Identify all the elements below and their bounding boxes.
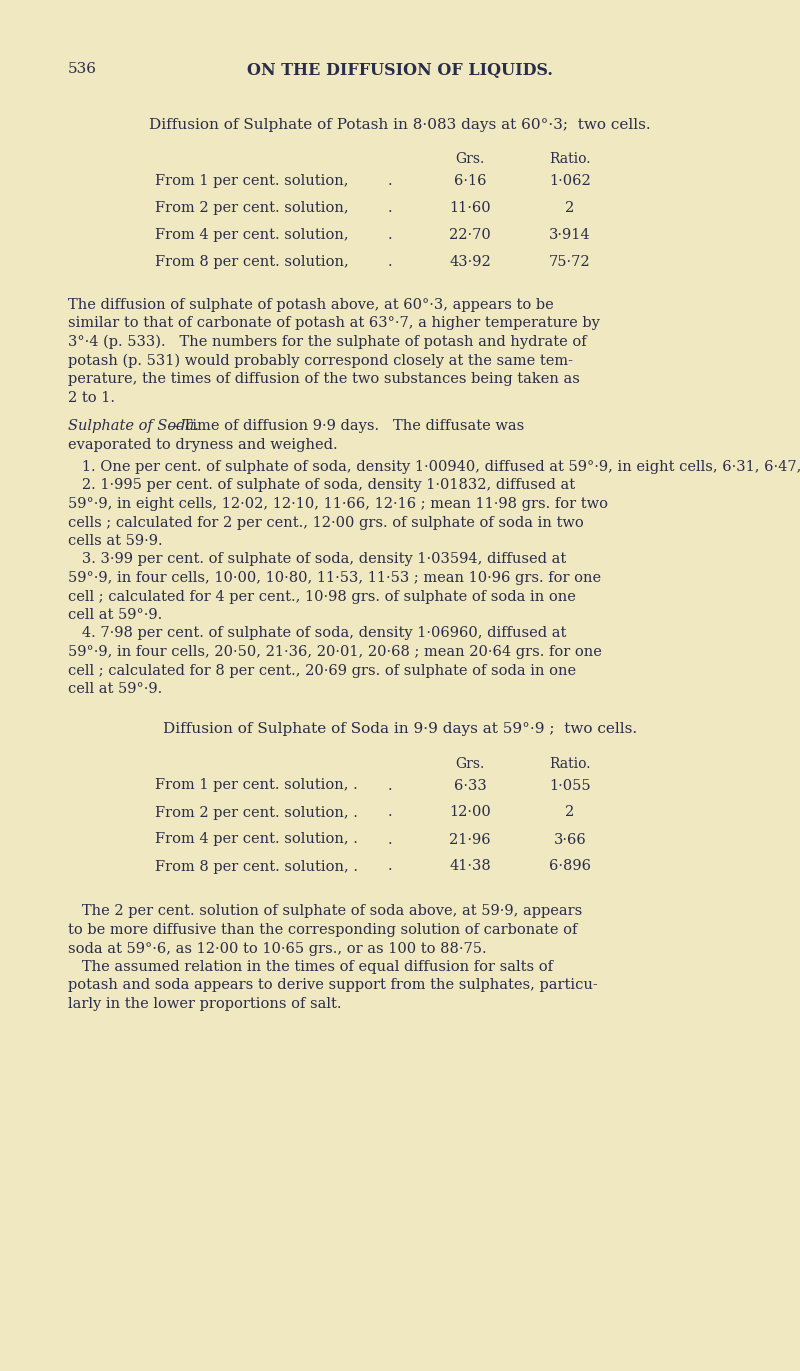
- Text: Ratio.: Ratio.: [550, 757, 590, 771]
- Text: cell at 59°·9.: cell at 59°·9.: [68, 607, 162, 622]
- Text: From 8 per cent. solution, .: From 8 per cent. solution, .: [155, 860, 358, 873]
- Text: Grs.: Grs.: [455, 757, 485, 771]
- Text: .: .: [388, 202, 392, 215]
- Text: Grs.: Grs.: [455, 152, 485, 166]
- Text: cell ; calculated for 4 per cent., 10·98 grs. of sulphate of soda in one: cell ; calculated for 4 per cent., 10·98…: [68, 590, 576, 603]
- Text: 1·062: 1·062: [549, 174, 591, 188]
- Text: The assumed relation in the times of equal diffusion for salts of: The assumed relation in the times of equ…: [68, 960, 553, 973]
- Text: 3·66: 3·66: [554, 832, 586, 846]
- Text: .: .: [388, 228, 392, 243]
- Text: From 4 per cent. solution, .: From 4 per cent. solution, .: [155, 832, 358, 846]
- Text: .: .: [388, 832, 392, 846]
- Text: Ratio.: Ratio.: [550, 152, 590, 166]
- Text: 2: 2: [566, 202, 574, 215]
- Text: cells at 59·9.: cells at 59·9.: [68, 533, 162, 548]
- Text: 41·38: 41·38: [449, 860, 491, 873]
- Text: From 2 per cent. solution, .: From 2 per cent. solution, .: [155, 806, 358, 820]
- Text: .: .: [388, 255, 392, 269]
- Text: perature, the times of diffusion of the two substances being taken as: perature, the times of diffusion of the …: [68, 372, 580, 387]
- Text: 59°·9, in four cells, 10·00, 10·80, 11·53, 11·53 ; mean 10·96 grs. for one: 59°·9, in four cells, 10·00, 10·80, 11·5…: [68, 570, 601, 585]
- Text: 3. 3·99 per cent. of sulphate of soda, density 1·03594, diffused at: 3. 3·99 per cent. of sulphate of soda, d…: [68, 553, 566, 566]
- Text: 4. 7·98 per cent. of sulphate of soda, density 1·06960, diffused at: 4. 7·98 per cent. of sulphate of soda, d…: [68, 627, 566, 640]
- Text: .: .: [388, 779, 392, 792]
- Text: Diffusion of Sulphate of Potash in 8·083 days at 60°·3;  two cells.: Diffusion of Sulphate of Potash in 8·083…: [149, 118, 651, 132]
- Text: From 8 per cent. solution,: From 8 per cent. solution,: [155, 255, 349, 269]
- Text: 22·70: 22·70: [449, 228, 491, 243]
- Text: 3·914: 3·914: [549, 228, 591, 243]
- Text: 1. One per cent. of sulphate of soda, density 1·00940, diffused at 59°·9, in eig: 1. One per cent. of sulphate of soda, de…: [68, 461, 800, 474]
- Text: 1·055: 1·055: [549, 779, 591, 792]
- Text: soda at 59°·6, as 12·00 to 10·65 grs., or as 100 to 88·75.: soda at 59°·6, as 12·00 to 10·65 grs., o…: [68, 942, 486, 956]
- Text: cell at 59°·9.: cell at 59°·9.: [68, 681, 162, 696]
- Text: .: .: [388, 860, 392, 873]
- Text: From 4 per cent. solution,: From 4 per cent. solution,: [155, 228, 349, 243]
- Text: 6·33: 6·33: [454, 779, 486, 792]
- Text: 536: 536: [68, 62, 97, 75]
- Text: similar to that of carbonate of potash at 63°·7, a higher temperature by: similar to that of carbonate of potash a…: [68, 317, 600, 330]
- Text: cells ; calculated for 2 per cent., 12·00 grs. of sulphate of soda in two: cells ; calculated for 2 per cent., 12·0…: [68, 515, 584, 529]
- Text: 12·00: 12·00: [449, 806, 491, 820]
- Text: potash (p. 531) would probably correspond closely at the same tem-: potash (p. 531) would probably correspon…: [68, 354, 573, 367]
- Text: potash and soda appears to derive support from the sulphates, particu-: potash and soda appears to derive suppor…: [68, 979, 598, 993]
- Text: From 2 per cent. solution,: From 2 per cent. solution,: [155, 202, 349, 215]
- Text: 6·896: 6·896: [549, 860, 591, 873]
- Text: 59°·9, in eight cells, 12·02, 12·10, 11·66, 12·16 ; mean 11·98 grs. for two: 59°·9, in eight cells, 12·02, 12·10, 11·…: [68, 498, 608, 511]
- Text: 6·16: 6·16: [454, 174, 486, 188]
- Text: From 1 per cent. solution, .: From 1 per cent. solution, .: [155, 779, 358, 792]
- Text: .: .: [388, 174, 392, 188]
- Text: cell ; calculated for 8 per cent., 20·69 grs. of sulphate of soda in one: cell ; calculated for 8 per cent., 20·69…: [68, 664, 576, 677]
- Text: 3°·4 (p. 533).   The numbers for the sulphate of potash and hydrate of: 3°·4 (p. 533). The numbers for the sulph…: [68, 335, 586, 350]
- Text: 75·72: 75·72: [549, 255, 591, 269]
- Text: to be more diffusive than the corresponding solution of carbonate of: to be more diffusive than the correspond…: [68, 923, 578, 936]
- Text: 43·92: 43·92: [449, 255, 491, 269]
- Text: 2: 2: [566, 806, 574, 820]
- Text: evaporated to dryness and weighed.: evaporated to dryness and weighed.: [68, 437, 338, 451]
- Text: From 1 per cent. solution,: From 1 per cent. solution,: [155, 174, 349, 188]
- Text: 11·60: 11·60: [449, 202, 491, 215]
- Text: Sulphate of Soda.: Sulphate of Soda.: [68, 420, 199, 433]
- Text: The diffusion of sulphate of potash above, at 60°·3, appears to be: The diffusion of sulphate of potash abov…: [68, 298, 554, 313]
- Text: The 2 per cent. solution of sulphate of soda above, at 59·9, appears: The 2 per cent. solution of sulphate of …: [68, 905, 582, 919]
- Text: ON THE DIFFUSION OF LIQUIDS.: ON THE DIFFUSION OF LIQUIDS.: [247, 62, 553, 80]
- Text: 2. 1·995 per cent. of sulphate of soda, density 1·01832, diffused at: 2. 1·995 per cent. of sulphate of soda, …: [68, 478, 575, 492]
- Text: .: .: [388, 806, 392, 820]
- Text: larly in the lower proportions of salt.: larly in the lower proportions of salt.: [68, 997, 342, 1010]
- Text: 59°·9, in four cells, 20·50, 21·36, 20·01, 20·68 ; mean 20·64 grs. for one: 59°·9, in four cells, 20·50, 21·36, 20·0…: [68, 644, 602, 659]
- Text: Diffusion of Sulphate of Soda in 9·9 days at 59°·9 ;  two cells.: Diffusion of Sulphate of Soda in 9·9 day…: [163, 723, 637, 736]
- Text: 2 to 1.: 2 to 1.: [68, 391, 115, 404]
- Text: —Time of diffusion 9·9 days.   The diffusate was: —Time of diffusion 9·9 days. The diffusa…: [168, 420, 525, 433]
- Text: 21·96: 21·96: [449, 832, 491, 846]
